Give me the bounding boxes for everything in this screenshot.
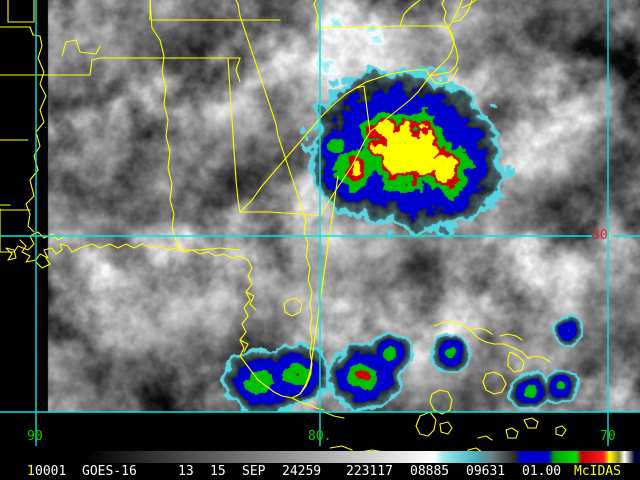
infrared-satellite-raster: [0, 0, 640, 412]
time-utc: 223117: [346, 464, 393, 479]
image-id: 0001: [35, 464, 67, 479]
lon-label-90w: 90: [27, 429, 43, 444]
band-number: 13: [178, 464, 194, 479]
element-coordinate: 09631: [466, 464, 506, 479]
colorbar-gradient: [85, 451, 640, 463]
enhancement-colorbar[interactable]: [85, 451, 640, 463]
software-label: McIDAS: [574, 464, 621, 479]
satellite-image-panel[interactable]: [0, 0, 640, 412]
julian-date: 24259: [282, 464, 322, 479]
lon-label-80w: 80.: [308, 429, 332, 444]
lon-label-70w: 70: [600, 429, 616, 444]
lat-label-30n: 30: [592, 228, 608, 243]
resolution-value: 01.00: [522, 464, 562, 479]
month-name: SEP: [242, 464, 266, 479]
day-of-month: 15: [210, 464, 226, 479]
frame-number: 1: [27, 464, 35, 479]
status-annotation-bar: 1 0001 GOES-16 13 15 SEP 24259 223117 08…: [0, 463, 640, 480]
satellite-name: GOES-16: [82, 464, 137, 479]
line-coordinate: 08885: [410, 464, 450, 479]
